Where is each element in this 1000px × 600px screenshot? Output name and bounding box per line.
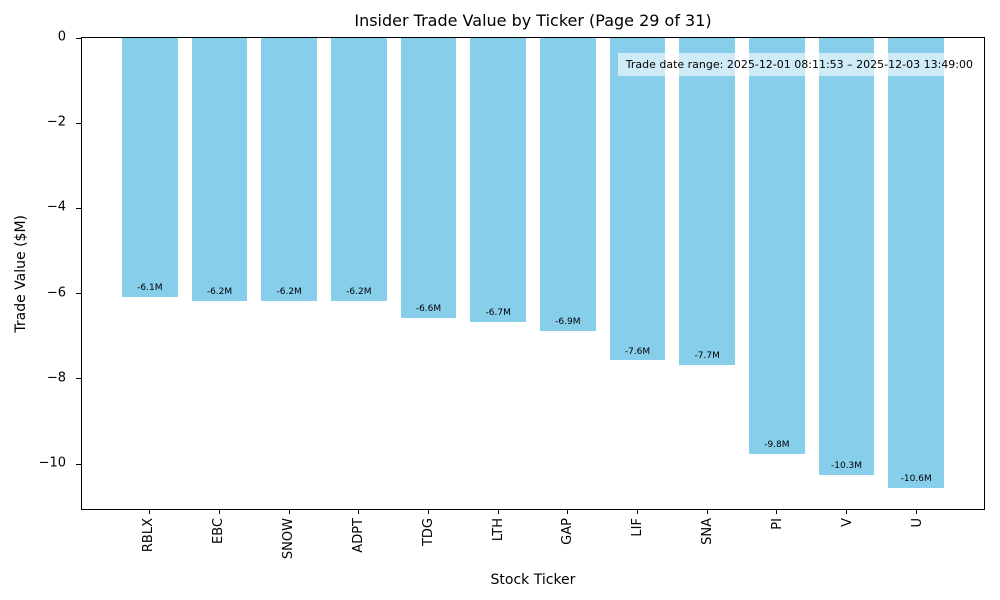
x-tick-label: EBC xyxy=(211,518,227,544)
bar-value-label: -6.6M xyxy=(415,304,442,315)
y-tick-label: −10 xyxy=(38,455,66,471)
x-tick-slot: V xyxy=(812,518,882,527)
x-tick-labels: RBLX EBC SNOW ADPT TDG LTH GAP LIF SNA PI V U xyxy=(81,518,985,559)
y-tick xyxy=(76,463,81,465)
y-tick xyxy=(76,37,81,39)
bar-value-label: -6.1M xyxy=(137,282,163,293)
x-tick-label: TDG xyxy=(420,518,436,547)
x-tick xyxy=(846,510,848,514)
x-tick-slot: SNOW xyxy=(254,518,324,559)
bar: -10.3M xyxy=(818,38,875,476)
bar-slot: -6.2M xyxy=(324,38,394,514)
x-tick-label: GAP xyxy=(560,518,576,545)
bar: -10.6M xyxy=(888,38,945,488)
x-tick xyxy=(776,510,778,514)
y-tick xyxy=(76,122,81,124)
x-tick-slot: TDG xyxy=(393,518,463,546)
bar-slot: -7.7M xyxy=(672,38,742,514)
x-tick xyxy=(497,510,499,514)
x-tick xyxy=(706,510,708,514)
chart-title: Insider Trade Value by Ticker (Page 29 o… xyxy=(354,11,712,30)
plot-area: -6.1M -6.2M -6.2M -6.2M -6.6M -6.7M -6.9M -7.6M… xyxy=(76,37,985,514)
bar-slot: -6.7M xyxy=(463,38,533,514)
bar-slot: -6.6M xyxy=(394,38,464,514)
x-tick-label: U xyxy=(909,518,925,528)
x-tick-slot: U xyxy=(882,518,952,528)
bar-value-label: -10.3M xyxy=(831,461,863,472)
x-tick-label: SNA xyxy=(700,518,716,545)
bar: -7.7M xyxy=(679,38,736,365)
x-tick-label: V xyxy=(839,518,855,527)
x-tick-label: RBLX xyxy=(141,518,157,553)
x-tick-slot: SNA xyxy=(673,518,743,545)
x-tick-label: SNOW xyxy=(281,518,297,560)
x-tick-label: LIF xyxy=(630,518,646,537)
x-tick xyxy=(288,510,290,514)
x-tick-slot: LTH xyxy=(463,518,533,541)
y-tick-label: 0 xyxy=(57,29,66,45)
bar-slot: -9.8M xyxy=(742,38,812,514)
bar: -7.6M xyxy=(609,38,666,361)
bar: -6.2M xyxy=(261,38,318,302)
bar: -6.2M xyxy=(191,38,248,302)
bar-value-label: -7.6M xyxy=(624,346,651,357)
x-tick-slot: ADPT xyxy=(323,518,393,553)
x-tick-slot: EBC xyxy=(184,518,254,544)
x-tick-slot: GAP xyxy=(533,518,603,545)
bar-slot: -10.6M xyxy=(881,38,951,514)
bar-value-label: -6.9M xyxy=(555,316,581,327)
x-tick-label: PI xyxy=(769,518,785,530)
bar: -6.7M xyxy=(470,38,527,323)
x-tick-slot: PI xyxy=(742,518,812,530)
x-tick-slot: RBLX xyxy=(114,518,184,552)
bar: -6.1M xyxy=(121,38,178,297)
bar-value-label: -7.7M xyxy=(694,350,720,361)
bar-value-label: -6.2M xyxy=(346,287,372,298)
bar-slot: -7.6M xyxy=(603,38,673,514)
bar: -9.8M xyxy=(749,38,805,454)
y-tick-label: −4 xyxy=(46,199,66,215)
y-tick-label: −6 xyxy=(46,285,66,301)
bar-slot: -6.2M xyxy=(185,38,255,514)
x-tick xyxy=(567,510,569,514)
x-tick xyxy=(428,510,430,514)
x-axis-label: Stock Ticker xyxy=(490,572,576,588)
bar: -6.2M xyxy=(330,38,387,302)
x-tick xyxy=(637,510,639,514)
y-tick xyxy=(76,378,81,380)
bar-slot: -10.3M xyxy=(812,38,882,514)
y-tick-labels: 0 −2 −4 −6 −8 −10 xyxy=(0,30,66,510)
bars-area: -6.1M -6.2M -6.2M -6.2M -6.6M -6.7M -6.9M -7.6M… xyxy=(82,38,984,514)
bar-value-label: -10.6M xyxy=(900,473,932,484)
bar-value-label: -6.7M xyxy=(485,308,511,319)
bar-slot: -6.2M xyxy=(254,38,324,514)
x-tick xyxy=(358,510,360,514)
x-tick-label: LTH xyxy=(490,518,506,542)
x-tick xyxy=(149,510,151,514)
bar: -6.9M xyxy=(539,38,596,331)
bar-value-label: -9.8M xyxy=(764,439,790,450)
y-tick xyxy=(76,293,81,295)
x-tick-slot: LIF xyxy=(603,518,673,537)
bar-value-label: -6.2M xyxy=(276,287,302,298)
y-tick xyxy=(76,207,81,209)
x-tick xyxy=(915,510,917,514)
bar: -6.6M xyxy=(400,38,457,319)
bar-slot: -6.9M xyxy=(533,38,603,514)
bar-value-label: -6.2M xyxy=(206,287,233,298)
y-tick-label: −2 xyxy=(46,114,66,130)
y-tick-label: −8 xyxy=(46,370,66,386)
date-range-annotation: Trade date range: 2025-12-01 08:11:53 – … xyxy=(617,53,981,77)
x-tick-label: ADPT xyxy=(350,518,366,553)
bar-slot: -6.1M xyxy=(115,38,185,514)
x-tick xyxy=(219,510,220,514)
